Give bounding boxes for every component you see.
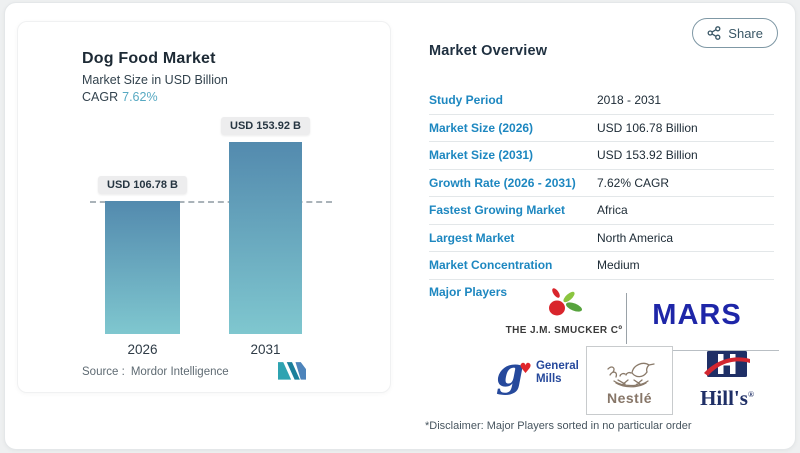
panel-title: Market Overview bbox=[429, 43, 548, 59]
row-value: USD 153.92 Billion bbox=[597, 148, 698, 163]
heart-icon: ♥ bbox=[519, 361, 532, 377]
major-players-label: Major Players bbox=[429, 285, 508, 299]
row-value: Africa bbox=[597, 203, 628, 218]
bar-2026 bbox=[105, 201, 180, 334]
market-chart-card: Dog Food Market Market Size in USD Billi… bbox=[17, 21, 391, 393]
logo-divider-vertical bbox=[626, 293, 627, 344]
disclaimer-text: *Disclaimer: Major Players sorted in no … bbox=[425, 420, 692, 432]
logo-nestle: Nestlé bbox=[586, 346, 673, 415]
table-row: Growth Rate (2026 - 2031) 7.62% CAGR bbox=[429, 170, 774, 197]
hills-wordmark: Hill's® bbox=[700, 386, 754, 410]
logo-general-mills: g ♥ General Mills bbox=[496, 353, 584, 393]
cagr-value: 7.62% bbox=[122, 90, 158, 104]
share-button[interactable]: Share bbox=[692, 18, 778, 48]
bar-value-label-2026: USD 106.78 B bbox=[98, 176, 187, 194]
source-label: Source : bbox=[82, 366, 125, 378]
general-mills-wordmark: General Mills bbox=[535, 360, 579, 385]
chart-header: Dog Food Market Market Size in USD Billi… bbox=[82, 50, 228, 104]
chart-cagr: CAGR 7.62% bbox=[82, 90, 228, 104]
cagr-label: CAGR bbox=[82, 90, 119, 104]
nestle-bird-nest-icon bbox=[606, 362, 655, 388]
logo-mars: MARS bbox=[652, 299, 742, 331]
bar-2031 bbox=[229, 142, 302, 334]
logo-hills: Hill's® bbox=[679, 349, 775, 410]
axis-tick-2026: 2026 bbox=[127, 342, 158, 357]
source-value: Mordor Intelligence bbox=[130, 366, 229, 378]
share-button-label: Share bbox=[728, 25, 763, 41]
logo-divider-horizontal bbox=[673, 350, 779, 351]
infographic-card: Dog Food Market Market Size in USD Billi… bbox=[4, 2, 796, 450]
registered-mark: ® bbox=[747, 390, 754, 399]
hills-flag-icon bbox=[704, 351, 750, 377]
table-row: Market Size (2026) USD 106.78 Billion bbox=[429, 115, 774, 142]
market-overview-panel: Market Overview Share Study Period 2018 -… bbox=[413, 3, 789, 451]
mordor-intelligence-logo bbox=[278, 362, 306, 380]
bar-value-label-2031: USD 153.92 B bbox=[221, 117, 310, 135]
source-line: Source : Mordor Intelligence bbox=[82, 366, 229, 378]
row-label: Largest Market bbox=[429, 230, 515, 245]
table-row: Fastest Growing Market Africa bbox=[429, 197, 774, 225]
chart-subtitle: Market Size in USD Billion bbox=[82, 73, 228, 87]
row-label: Market Size (2026) bbox=[429, 120, 534, 135]
row-value: 7.62% CAGR bbox=[597, 175, 670, 190]
row-value: North America bbox=[597, 230, 674, 245]
axis-tick-2031: 2031 bbox=[250, 342, 281, 357]
nestle-wordmark: Nestlé bbox=[606, 390, 653, 406]
logo-jm-smucker: THE J.M. SMUCKER Cº bbox=[501, 286, 627, 336]
reference-dashed-line bbox=[90, 201, 332, 203]
bar-column-2026: USD 106.78 B 2026 bbox=[98, 176, 187, 357]
row-label: Market Concentration bbox=[429, 258, 553, 273]
general-mills-g-monogram: g ♥ bbox=[496, 349, 532, 396]
table-row: Market Concentration Medium bbox=[429, 252, 774, 280]
row-label: Market Size (2031) bbox=[429, 148, 534, 163]
row-label: Fastest Growing Market bbox=[429, 203, 566, 218]
row-value: 2018 - 2031 bbox=[597, 93, 662, 108]
smucker-wordmark: THE J.M. SMUCKER Cº bbox=[505, 325, 623, 336]
row-value: Medium bbox=[597, 258, 640, 273]
overview-table: Study Period 2018 - 2031 Market Size (202… bbox=[429, 87, 774, 280]
smucker-fruit-icon bbox=[549, 288, 582, 316]
share-nodes-icon bbox=[707, 26, 721, 40]
table-row: Study Period 2018 - 2031 bbox=[429, 87, 774, 115]
row-label: Growth Rate (2026 - 2031) bbox=[429, 175, 576, 190]
bar-column-2031: USD 153.92 B 2031 bbox=[221, 117, 310, 357]
table-row: Largest Market North America bbox=[429, 225, 774, 252]
row-label: Study Period bbox=[429, 93, 504, 108]
chart-title: Dog Food Market bbox=[82, 50, 216, 67]
row-value: USD 106.78 Billion bbox=[597, 120, 698, 135]
table-row: Market Size (2031) USD 153.92 Billion bbox=[429, 142, 774, 170]
